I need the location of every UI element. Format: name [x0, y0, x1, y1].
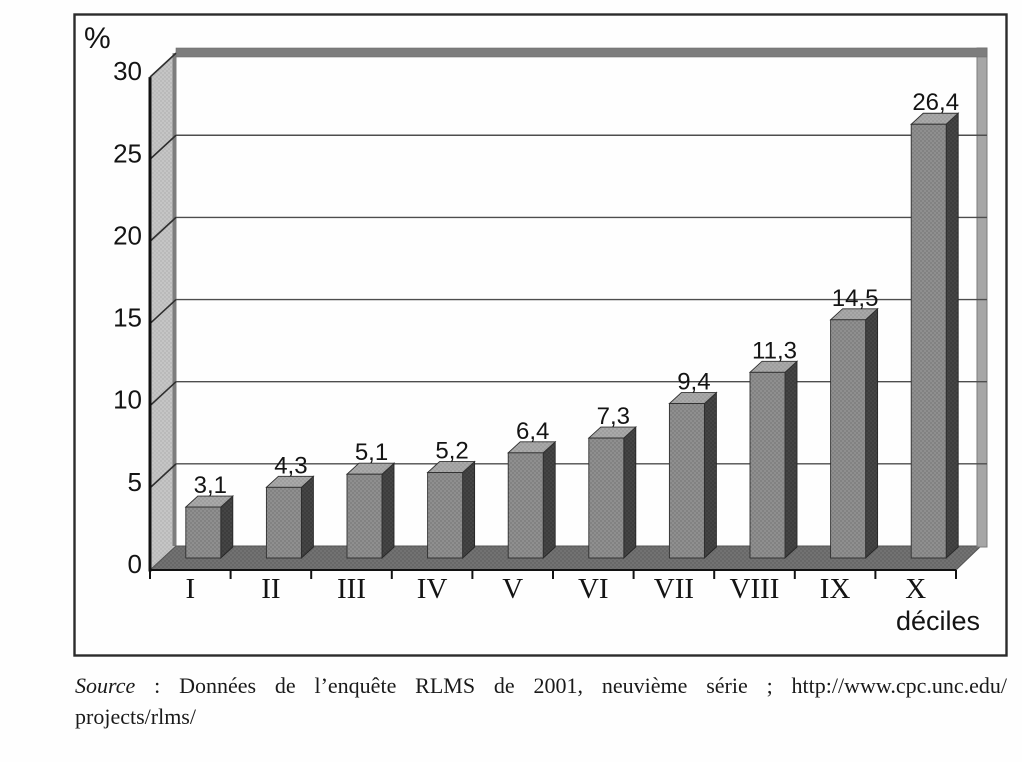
y-tick-label-10: 10 — [113, 385, 142, 415]
bar-X: 26,4 — [910, 89, 960, 560]
x-tick-label-VII: VII — [654, 573, 694, 605]
bar-side-face — [623, 426, 637, 560]
bar-VII: 9,4 — [668, 369, 718, 560]
bar-side-face — [542, 440, 556, 560]
x-tick-label-V: V — [502, 573, 523, 605]
x-tick-label-VIII: VIII — [730, 573, 780, 605]
x-tick-label-IX: IX — [820, 573, 851, 605]
wall-tick-15 — [149, 298, 177, 325]
y-axis-title: % — [84, 22, 111, 55]
bar-value-label: 11,3 — [752, 337, 797, 364]
source-line-2: projects/rlms/ — [75, 704, 196, 729]
x-tick-label-II: II — [261, 573, 280, 605]
bar-III: 5,1 — [345, 439, 396, 560]
bar-VIII: 11,3 — [748, 337, 799, 560]
y-tick-label-30: 30 — [113, 56, 142, 86]
chart-right-wall — [976, 47, 988, 548]
bar-value-label: 9,4 — [677, 369, 710, 396]
x-tick-label-IV: IV — [417, 573, 448, 605]
bar-value-label: 5,2 — [435, 438, 468, 465]
chart-top-band — [175, 47, 988, 58]
bar-value-label: 14,5 — [832, 285, 879, 312]
bar-side-face — [945, 112, 959, 560]
bar-value-label: 26,4 — [912, 89, 959, 116]
bar-front-face — [185, 506, 222, 559]
bar-II: 4,3 — [265, 452, 315, 560]
wall-tick-5 — [149, 463, 177, 489]
x-tick-label-X: X — [905, 573, 926, 605]
y-tick-label-5: 5 — [128, 467, 142, 497]
bar-front-face — [668, 403, 705, 559]
source-label: Source — [75, 673, 136, 698]
bar-front-face — [588, 437, 625, 559]
figure-frame — [73, 13, 1008, 657]
bar-value-label: 3,1 — [194, 472, 227, 499]
bar-front-face — [830, 319, 867, 559]
bar-I: 3,1 — [184, 472, 234, 560]
bar-side-face — [381, 462, 395, 560]
source-text: : Données de l’enquête RLMS de 2001, neu… — [135, 673, 1007, 698]
bar-side-face — [300, 475, 314, 560]
bar-value-label: 6,4 — [516, 418, 549, 445]
bar-side-face — [865, 307, 879, 560]
bar-side-face — [462, 460, 476, 560]
bar-IX: 14,5 — [829, 285, 879, 560]
wall-tick-10 — [149, 381, 177, 407]
bar-front-face — [265, 486, 302, 559]
x-tick-label-III: III — [337, 573, 366, 605]
wall-tick-25 — [149, 134, 177, 160]
bar-front-face — [507, 452, 544, 559]
wall-tick-20 — [149, 216, 177, 242]
y-tick-label-20: 20 — [113, 220, 142, 250]
bar-front-face — [910, 123, 947, 559]
bar-value-label: 7,3 — [597, 403, 630, 430]
figure-caption: Source : Données de l’enquête RLMS de 20… — [75, 670, 1007, 732]
bar-side-face — [703, 391, 717, 560]
y-tick-label-0: 0 — [128, 549, 142, 579]
bar-IV: 5,2 — [426, 438, 476, 560]
x-tick-label-VI: VI — [578, 573, 609, 605]
bar-front-face — [346, 473, 383, 559]
bar-VI: 7,3 — [587, 403, 637, 560]
y-tick-label-15: 15 — [113, 303, 142, 333]
bar-front-face — [427, 472, 464, 559]
bar-value-label: 4,3 — [274, 452, 307, 479]
source-line-1: Source : Données de l’enquête RLMS de 20… — [75, 670, 1007, 701]
y-tick-label-25: 25 — [113, 138, 142, 168]
x-tick-label-I: I — [185, 573, 195, 605]
wall-tick-30 — [149, 52, 177, 78]
bar-V: 6,4 — [507, 418, 557, 560]
bar-value-label: 5,1 — [355, 439, 388, 466]
bar-side-face — [784, 360, 798, 560]
bar-front-face — [749, 371, 786, 559]
x-axis-title: déciles — [896, 606, 980, 636]
